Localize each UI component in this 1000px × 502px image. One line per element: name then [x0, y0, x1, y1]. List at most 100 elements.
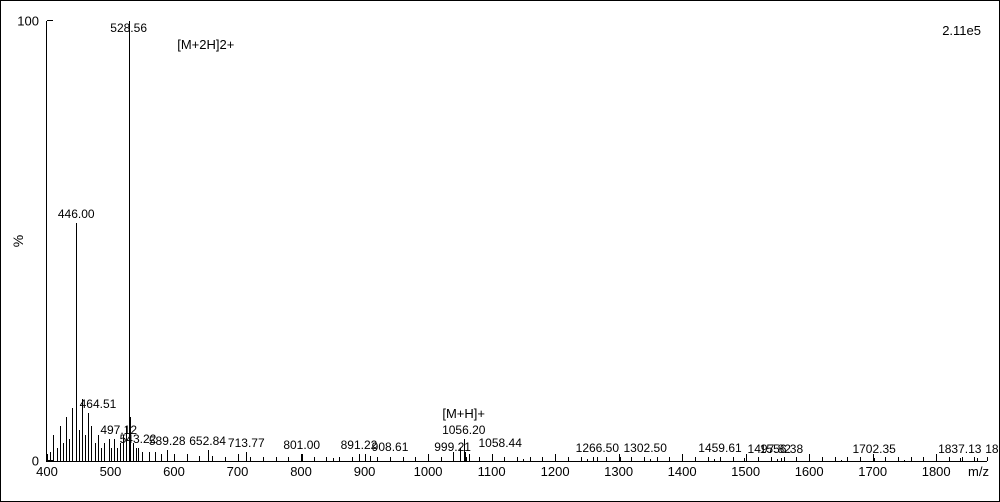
noise-peak — [114, 439, 115, 461]
x-tick-label: 1400 — [668, 464, 697, 479]
noise-peak — [212, 456, 213, 461]
labeled-peak — [88, 413, 89, 461]
noise-peak — [60, 426, 61, 461]
labeled-peak — [977, 458, 978, 461]
x-tick-label: 1100 — [478, 464, 506, 479]
x-minor-tick — [530, 457, 531, 461]
noise-peak — [161, 454, 162, 461]
labeled-peak — [744, 458, 745, 461]
labeled-peak — [359, 454, 360, 461]
x-tick-label: 1800 — [922, 464, 951, 479]
x-minor-tick — [504, 457, 505, 461]
x-axis-label: m/z — [968, 464, 989, 479]
noise-peak — [149, 452, 150, 461]
noise-peak — [555, 459, 556, 461]
noise-peak — [587, 459, 588, 461]
labeled-peak — [428, 456, 429, 461]
x-minor-tick — [784, 457, 785, 461]
noise-peak — [57, 448, 58, 461]
noise-peak — [91, 426, 92, 461]
y-tick-label: 100 — [17, 14, 39, 29]
peak-label: 908.61 — [372, 440, 409, 454]
x-tick-label: 700 — [227, 464, 249, 479]
noise-peak — [809, 460, 810, 461]
noise-peak — [523, 459, 524, 461]
peak-label: 1837.13 — [938, 442, 981, 456]
x-minor-tick — [847, 457, 848, 461]
noise-peak — [276, 457, 277, 461]
noise-peak — [650, 459, 651, 461]
labeled-peak — [960, 458, 961, 461]
x-minor-tick — [835, 457, 836, 461]
peak-label: 652.84 — [189, 434, 226, 448]
y-tick — [47, 20, 53, 21]
noise-peak — [117, 448, 118, 461]
x-minor-tick — [733, 457, 734, 461]
x-tick-label: 600 — [163, 464, 185, 479]
noise-peak — [250, 457, 251, 461]
noise-peak — [288, 457, 289, 461]
labeled-peak — [129, 21, 130, 461]
x-minor-tick — [606, 457, 607, 461]
x-minor-tick — [822, 457, 823, 461]
noise-peak — [53, 435, 54, 461]
x-minor-tick — [568, 457, 569, 461]
mass-spectrum-plot: 2.11e5 % m/z 400500600700800900100011001… — [46, 21, 987, 462]
x-minor-tick — [390, 457, 391, 461]
noise-peak — [225, 457, 226, 461]
x-minor-tick — [669, 457, 670, 461]
noise-peak — [403, 458, 404, 461]
peak-label: 1058.44 — [478, 436, 521, 450]
x-minor-tick — [339, 457, 340, 461]
noise-peak — [133, 443, 134, 461]
x-minor-tick — [885, 457, 886, 461]
x-tick-label: 800 — [290, 464, 312, 479]
peak-label: 1266.50 — [576, 441, 619, 455]
peak-label: 1556.38 — [760, 442, 803, 456]
peak-label: 1702.35 — [852, 442, 895, 456]
noise-peak — [199, 456, 200, 461]
x-minor-tick — [949, 457, 950, 461]
x-minor-tick — [758, 457, 759, 461]
noise-peak — [777, 459, 778, 461]
noise-peak — [263, 457, 264, 461]
x-minor-tick — [898, 457, 899, 461]
figure-frame: 2.11e5 % m/z 400500600700800900100011001… — [0, 0, 1000, 502]
peak-label: 801.00 — [283, 438, 320, 452]
noise-peak — [101, 448, 102, 461]
noise-peak — [238, 457, 239, 461]
labeled-peak — [302, 454, 303, 461]
x-minor-tick — [581, 457, 582, 461]
noise-peak — [841, 460, 842, 461]
noise-peak — [66, 417, 67, 461]
intensity-scale-label: 2.11e5 — [942, 23, 981, 38]
x-minor-tick — [796, 457, 797, 461]
x-minor-tick — [644, 457, 645, 461]
labeled-peak — [720, 457, 721, 461]
labeled-peak — [620, 457, 621, 461]
peak-label: 1459.61 — [698, 441, 741, 455]
noise-peak — [155, 452, 156, 461]
labeled-peak — [246, 452, 247, 461]
x-tick-label: 1500 — [731, 464, 760, 479]
noise-peak — [936, 460, 937, 461]
noise-peak — [333, 458, 334, 461]
noise-peak — [79, 430, 80, 461]
x-tick-label: 1300 — [604, 464, 633, 479]
noise-peak — [72, 408, 73, 461]
peak-label: 1864.14 — [985, 442, 1000, 456]
noise-peak — [352, 458, 353, 461]
x-tick-label: 1200 — [541, 464, 570, 479]
peak-label: 1302.50 — [624, 441, 667, 455]
noise-peak — [120, 443, 121, 461]
y-tick-label: 0 — [32, 454, 39, 469]
noise-peak — [492, 458, 493, 461]
noise-peak — [50, 452, 51, 461]
peak-label: 464.51 — [80, 397, 117, 411]
noise-peak — [682, 459, 683, 461]
x-minor-tick — [923, 457, 924, 461]
labeled-peak — [597, 457, 598, 461]
noise-peak — [314, 458, 315, 461]
labeled-peak — [138, 448, 139, 461]
noise-peak — [469, 454, 470, 461]
